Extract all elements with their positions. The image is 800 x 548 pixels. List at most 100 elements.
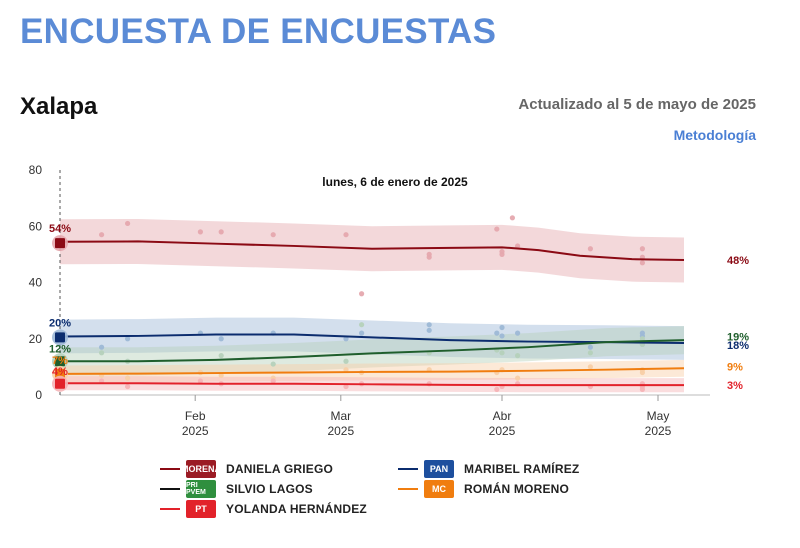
pan-logo-icon: PAN bbox=[424, 460, 454, 478]
poll-point bbox=[639, 336, 646, 342]
poll-point bbox=[499, 324, 505, 331]
morena-logo-icon: MORENA bbox=[181, 460, 221, 478]
start-value-label: 7% bbox=[52, 355, 68, 367]
y-tick-label: 20 bbox=[29, 332, 43, 346]
poll-point bbox=[515, 353, 521, 359]
poll-point bbox=[499, 248, 505, 255]
end-value-label: 19% bbox=[727, 332, 749, 344]
confidence-band-1 bbox=[60, 317, 684, 360]
poll-point bbox=[125, 336, 131, 342]
poll-point bbox=[197, 378, 203, 384]
legend-item-daniela-griego[interactable]: MORENA DANIELA GRIEGO bbox=[160, 460, 333, 478]
legend-item-roman-moreno[interactable]: MC ROMÁN MORENO bbox=[398, 480, 569, 498]
legend-swatch bbox=[160, 468, 180, 470]
poll-point bbox=[270, 378, 276, 384]
legend-item-silvio-lagos[interactable]: PRI PVEM SILVIO LAGOS bbox=[160, 480, 313, 498]
end-value-label: 18% bbox=[727, 340, 749, 352]
y-tick-label: 40 bbox=[29, 276, 43, 290]
legend-label: MARIBEL RAMÍREZ bbox=[464, 462, 580, 476]
poll-point bbox=[494, 386, 500, 392]
poll-point bbox=[359, 322, 365, 328]
confidence-band-2 bbox=[60, 326, 684, 376]
start-value-label: 12% bbox=[49, 343, 71, 355]
x-tick-year: 2025 bbox=[489, 424, 516, 438]
methodology-link[interactable]: Metodología bbox=[673, 127, 756, 143]
end-value-label: 48% bbox=[727, 255, 749, 267]
poll-point bbox=[218, 336, 224, 342]
trend-line-0 bbox=[59, 240, 685, 261]
legend-swatch bbox=[398, 488, 418, 490]
start-value-label: 20% bbox=[49, 317, 71, 329]
poll-point bbox=[587, 246, 594, 252]
x-tick-year: 2025 bbox=[182, 424, 209, 438]
poll-point bbox=[99, 344, 105, 350]
poll-point bbox=[509, 215, 515, 221]
start-value-label: 54% bbox=[49, 223, 71, 235]
legend-item-yolanda-hernandez[interactable]: PT YOLANDA HERNÁNDEZ bbox=[160, 500, 367, 518]
start-marker bbox=[55, 238, 65, 249]
poll-chart[interactable]: 020406080Feb2025Mar2025Abr2025May2025lun… bbox=[0, 160, 800, 450]
end-value-label: 3% bbox=[727, 380, 743, 392]
page-title: ENCUESTA DE ENCUESTAS bbox=[20, 12, 497, 51]
x-tick-year: 2025 bbox=[327, 424, 354, 438]
poll-point bbox=[426, 254, 432, 260]
poll-point bbox=[494, 330, 500, 336]
legend: MORENA DANIELA GRIEGO PAN MARIBEL RAMÍRE… bbox=[160, 460, 640, 520]
poll-point bbox=[639, 260, 646, 266]
poll-point bbox=[99, 232, 105, 238]
poll-point bbox=[515, 375, 521, 381]
city-name: Xalapa bbox=[20, 93, 98, 120]
poll-point bbox=[343, 358, 349, 364]
poll-point bbox=[359, 291, 365, 297]
start-marker bbox=[55, 332, 65, 343]
poll-point bbox=[587, 344, 594, 350]
y-tick-label: 60 bbox=[29, 219, 43, 233]
poll-point bbox=[515, 243, 521, 249]
trend-line-1 bbox=[59, 333, 685, 344]
pri-pvem-logo-icon: PRI PVEM bbox=[186, 480, 216, 498]
legend-label: DANIELA GRIEGO bbox=[226, 462, 334, 476]
y-tick-label: 80 bbox=[29, 163, 43, 177]
start-marker bbox=[55, 356, 65, 367]
poll-point bbox=[343, 232, 349, 238]
poll-point bbox=[125, 375, 131, 381]
poll-point bbox=[343, 383, 349, 390]
trend-line-2 bbox=[60, 339, 685, 363]
legend-item-maribel-ramirez[interactable]: PAN MARIBEL RAMÍREZ bbox=[398, 460, 579, 478]
x-tick-label: Feb bbox=[185, 409, 206, 423]
poll-point bbox=[639, 246, 646, 252]
poll-point bbox=[218, 229, 224, 235]
legend-label: ROMÁN MORENO bbox=[464, 482, 570, 496]
poll-point bbox=[426, 327, 432, 333]
confidence-band-0 bbox=[60, 218, 684, 283]
pt-logo-icon: PT bbox=[186, 500, 216, 518]
end-value-label: 9% bbox=[727, 361, 743, 373]
y-tick-label: 0 bbox=[35, 388, 42, 402]
poll-point bbox=[499, 350, 505, 356]
poll-point bbox=[494, 226, 500, 232]
trend-line-4 bbox=[60, 382, 684, 387]
legend-swatch bbox=[160, 488, 180, 490]
poll-point bbox=[587, 364, 594, 370]
poll-point bbox=[125, 220, 131, 227]
trend-line-3 bbox=[59, 367, 685, 375]
poll-point bbox=[197, 229, 203, 235]
x-tick-label: Abr bbox=[493, 409, 512, 423]
poll-point bbox=[99, 350, 105, 356]
legend-label: SILVIO LAGOS bbox=[226, 482, 313, 496]
poll-point bbox=[587, 350, 594, 356]
legend-label: YOLANDA HERNÁNDEZ bbox=[226, 502, 367, 516]
poll-point bbox=[270, 232, 276, 238]
poll-point bbox=[515, 330, 521, 336]
poll-point bbox=[426, 322, 432, 328]
poll-point bbox=[218, 353, 224, 359]
poll-point bbox=[359, 330, 365, 336]
legend-swatch bbox=[160, 508, 180, 510]
hover-date-label: lunes, 6 de enero de 2025 bbox=[322, 175, 468, 189]
x-tick-year: 2025 bbox=[645, 424, 672, 438]
poll-point bbox=[499, 333, 505, 339]
poll-point bbox=[125, 383, 131, 390]
poll-point bbox=[270, 361, 276, 367]
updated-date: Actualizado al 5 de mayo de 2025 bbox=[518, 96, 756, 113]
mc-logo-icon: MC bbox=[424, 480, 454, 498]
